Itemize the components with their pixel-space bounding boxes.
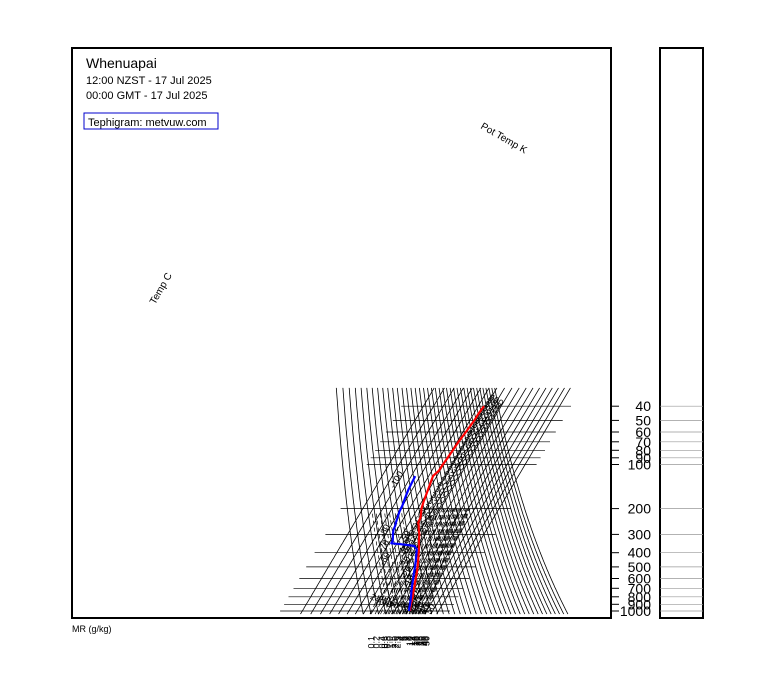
temperature-tick-label: 40 — [418, 602, 432, 616]
mixing-ratio-line — [425, 508, 471, 615]
saturated-adiabat-line — [375, 511, 392, 615]
dry-adiabat-line — [494, 387, 569, 615]
mixing-ratio-tick-label: 0.6 — [380, 636, 390, 649]
mixing-ratio-tick-label: 20 — [412, 636, 422, 646]
mixing-ratio-line — [383, 508, 434, 615]
temperature-tick-label: 30 — [413, 600, 427, 614]
mixing-ratio-tick-label: 10 — [405, 636, 415, 646]
mixing-ratio-tick-label: 50 — [422, 636, 432, 646]
pressure-tick-label: 800 — [628, 589, 652, 605]
pressure-tick-label: 40 — [635, 398, 651, 414]
mixing-ratio-tick-label: 3 — [394, 636, 404, 641]
mixing-ratio-line — [408, 508, 457, 615]
mixing-ratio-tick-label: 45 — [421, 636, 431, 646]
saturated-adiabat-line — [371, 511, 388, 615]
mixing-ratio-axis-label: MR (g/kg) — [72, 624, 112, 634]
mixing-ratio-line — [391, 508, 441, 615]
mixing-ratio-line — [413, 508, 461, 615]
mixing-ratio-line — [380, 508, 431, 615]
pressure-tick-label: 80 — [635, 442, 651, 458]
mixing-ratio-line — [395, 508, 445, 615]
mixing-ratio-line — [411, 508, 459, 615]
mixing-ratio-tick-label: 25 — [415, 636, 425, 646]
pressure-tick-label: 900 — [628, 596, 652, 612]
dry-adiabat-line — [488, 387, 560, 615]
mixing-ratio-line — [419, 508, 466, 615]
pressure-tick-label: 70 — [635, 434, 651, 450]
saturated-adiabat-line — [424, 511, 459, 615]
saturated-adiabat-line — [384, 511, 399, 615]
pressure-tick-label: 100 — [628, 457, 652, 473]
pressure-tick-label: 200 — [628, 501, 652, 517]
pressure-tick-label: 60 — [635, 424, 651, 440]
mixing-ratio-tick-label: 7 — [402, 636, 412, 641]
credit-label: Tephigram: metvuw.com — [88, 117, 207, 129]
mixing-ratio-line — [401, 508, 451, 615]
mixing-ratio-line — [410, 508, 458, 615]
dewpoint-trace — [390, 475, 418, 612]
mixing-ratio-line — [393, 508, 443, 615]
mixing-ratio-axis: 0.10.20.40.60.81.01.52.02.53456781012141… — [367, 636, 432, 649]
pressure-tick-label: 400 — [628, 545, 652, 561]
mixing-ratio-tick-label: 2.5 — [392, 636, 402, 649]
mixing-ratio-line — [403, 508, 452, 615]
mixing-ratio-tick-label: 5 — [399, 636, 409, 641]
mixing-ratio-tick-label: 14 — [409, 636, 419, 646]
mixing-ratio-tick-label: 0.8 — [383, 636, 393, 649]
pressure-tick-label: 700 — [628, 580, 652, 596]
plot-frame — [71, 47, 612, 619]
sounding-traces — [390, 405, 485, 612]
pressure-tick-label: 300 — [628, 526, 652, 542]
chart-title: Whenuapai — [86, 55, 157, 71]
credit-box — [83, 112, 219, 130]
pressure-tick-label: 500 — [628, 559, 652, 575]
saturated-adiabat-line — [415, 511, 431, 615]
mixing-ratio-tick-label: 16 — [410, 636, 420, 646]
mixing-ratio-tick-label: 40 — [419, 636, 429, 646]
mixing-ratio-tick-label: 0.2 — [372, 636, 382, 649]
mixing-ratio-line — [387, 508, 438, 615]
mixing-ratio-tick-label: 1.5 — [388, 636, 398, 649]
mixing-ratio-line — [423, 508, 470, 615]
saturated-adiabat-line — [379, 511, 395, 615]
dry-adiabat-line — [482, 387, 552, 615]
mixing-ratio-tick-label: 4 — [397, 636, 407, 641]
pressure-tick-label: 90 — [635, 450, 651, 466]
dry-adiabat-line — [485, 387, 556, 615]
isobar-lines — [280, 405, 571, 612]
mixing-ratio-line — [415, 508, 463, 615]
mixing-ratio-tick-label: 30 — [416, 636, 426, 646]
saturated-adiabat-line — [412, 511, 423, 615]
saturated-adiabat-line — [418, 511, 442, 615]
mixing-ratio-tick-label: 35 — [418, 636, 428, 646]
mixing-ratio-tick-label: 12 — [407, 636, 417, 646]
saturated-adiabat-line — [408, 511, 416, 615]
mixing-ratio-tick-label: 8 — [403, 636, 413, 641]
mixing-ratio-tick-label: 0.1 — [367, 636, 377, 649]
pressure-tick-label: 50 — [635, 412, 651, 428]
mixing-ratio-line — [374, 508, 427, 615]
mixing-ratio-tick-label: 1.0 — [384, 636, 394, 649]
pressure-tick-label: 600 — [628, 571, 652, 587]
saturated-adiabat-line — [421, 511, 451, 615]
mixing-ratio-tick-label: 18 — [411, 636, 421, 646]
mixing-ratio-tick-label: 0.4 — [377, 636, 387, 649]
dry-adiabat-line — [491, 387, 565, 615]
wind-panel — [659, 47, 704, 619]
subtitle-gmt-time: 00:00 GMT - 17 Jul 2025 — [86, 90, 207, 102]
mixing-ratio-tick-label: 2.0 — [390, 636, 400, 649]
temperature-tick-label: 50 — [424, 602, 438, 616]
temperature-trace — [408, 405, 485, 612]
subtitle-local-time: 12:00 NZST - 17 Jul 2025 — [86, 75, 212, 87]
pressure-tick-label: 1000 — [620, 603, 651, 619]
mixing-ratio-tick-label: 6 — [400, 636, 410, 641]
mixing-ratio-line — [369, 508, 422, 615]
